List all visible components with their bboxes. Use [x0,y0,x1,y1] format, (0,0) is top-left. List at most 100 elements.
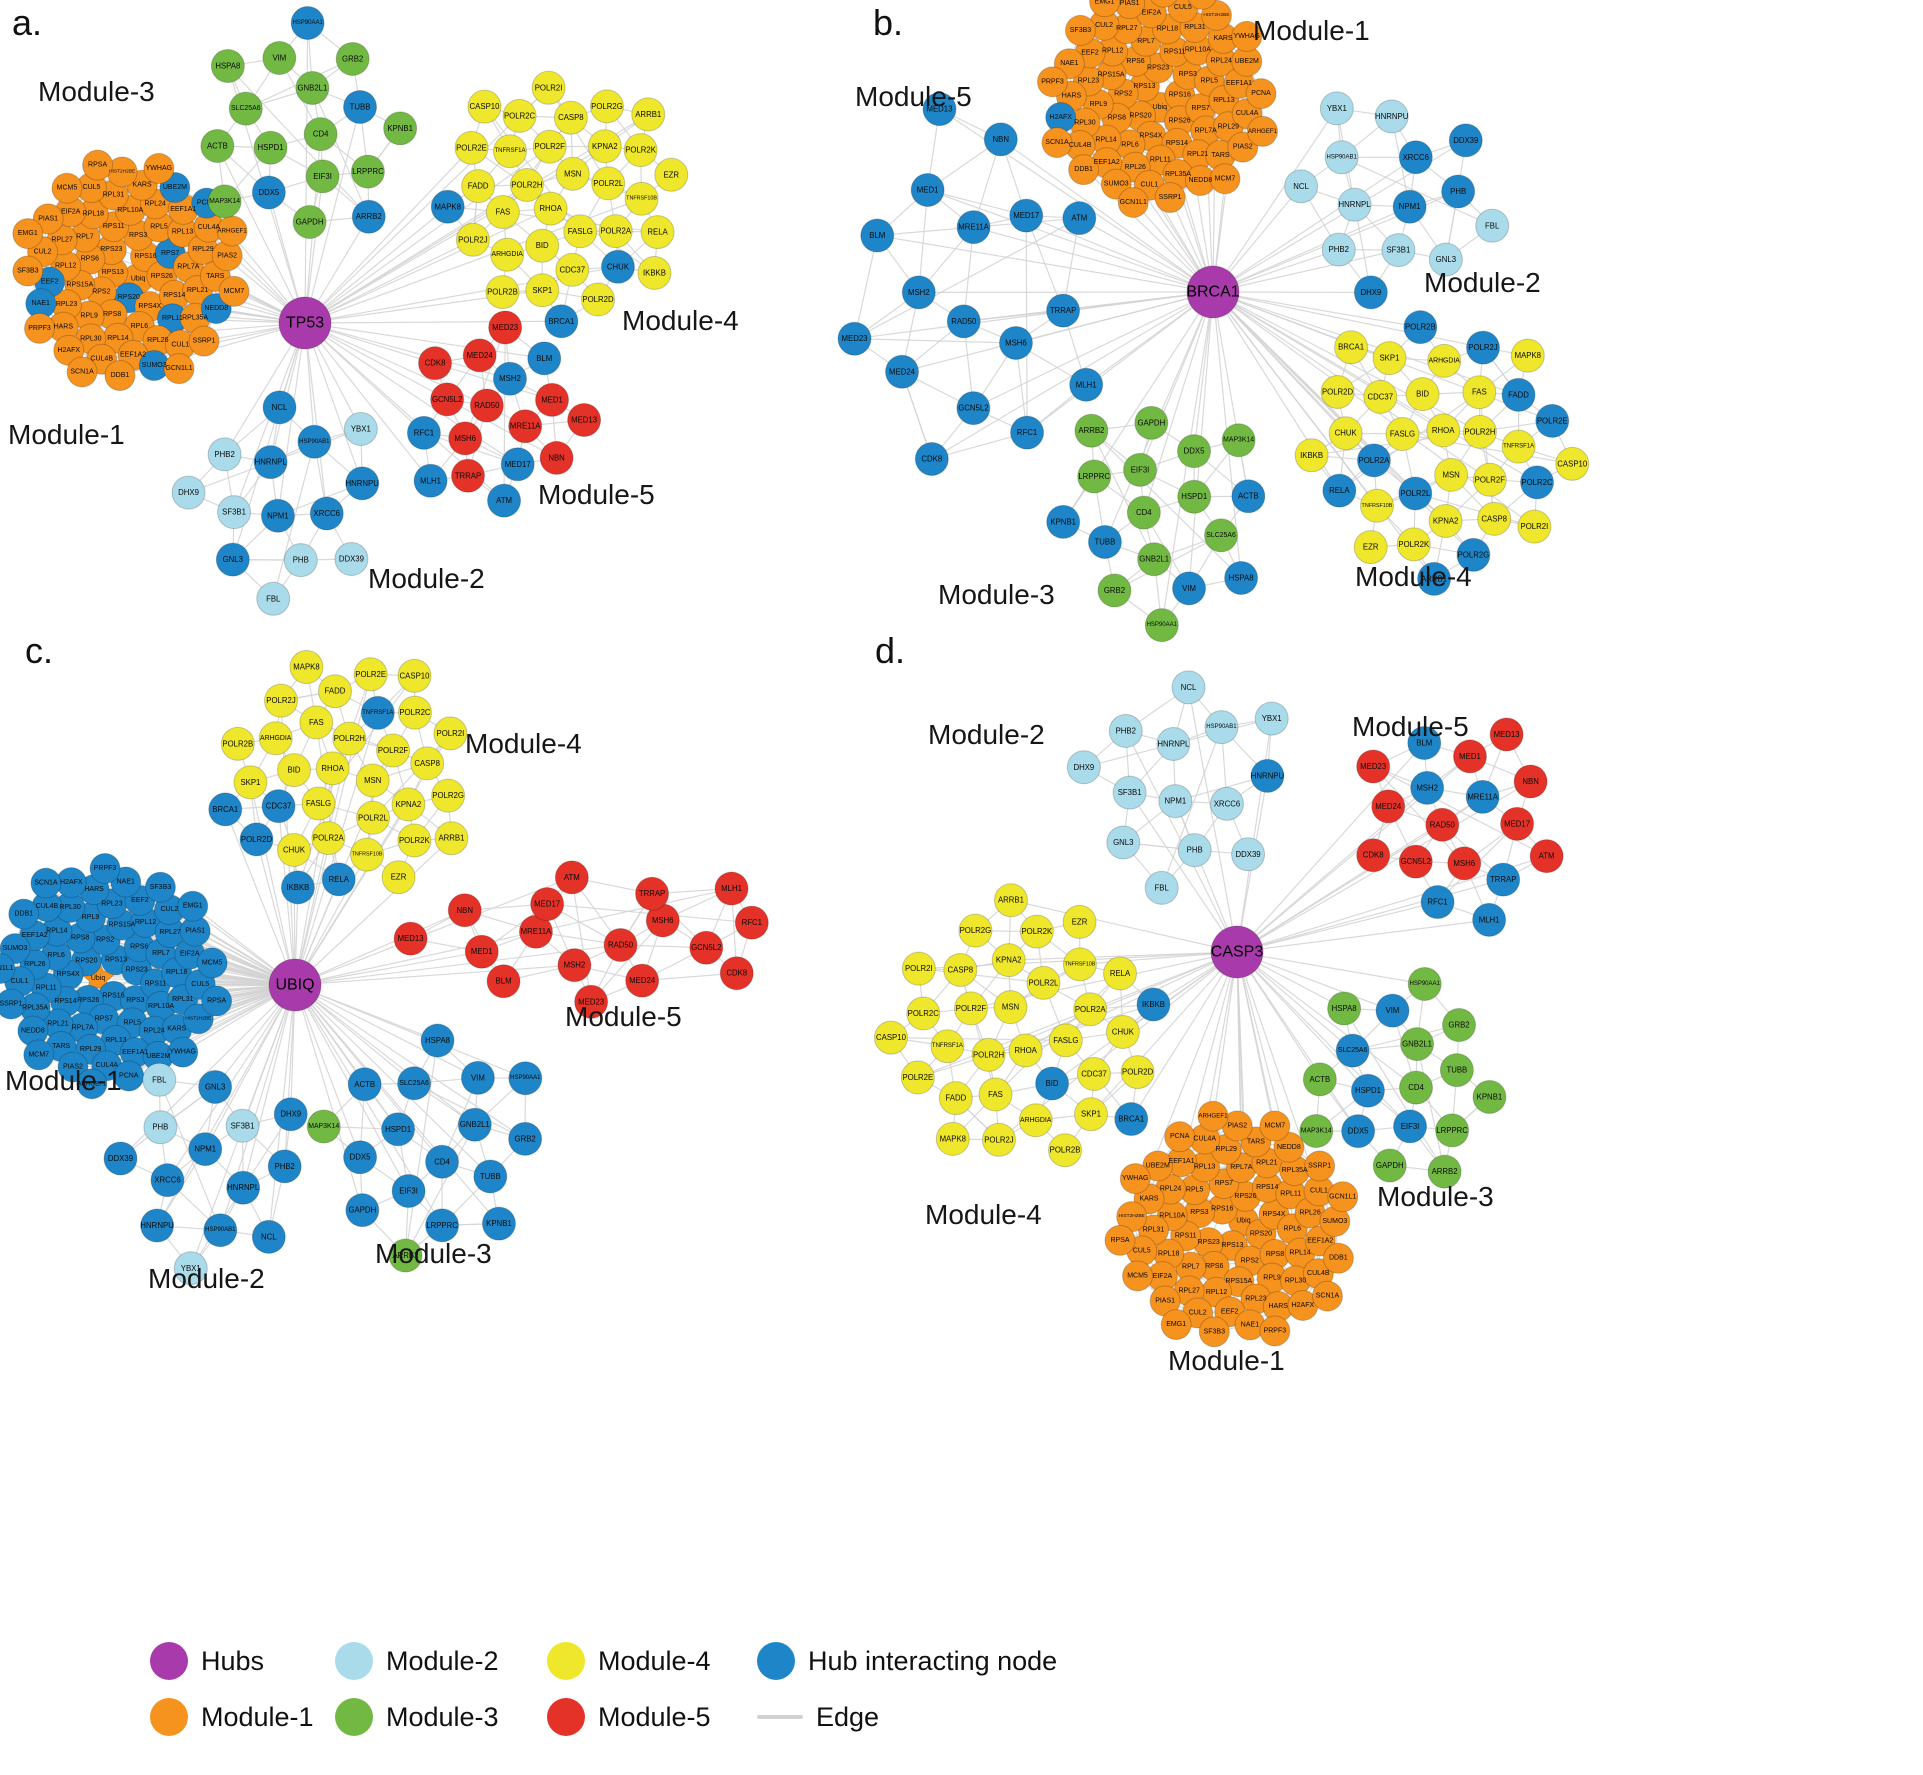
node-label: EEF2 [131,897,149,904]
node-RPSA [201,985,233,1017]
node-label: RPL29 [1218,123,1240,130]
node-label: HSPA8 [1332,1004,1357,1013]
node-label: ARRB2 [356,212,382,221]
node-label: MAP3K14 [209,198,240,205]
node-label: MAP3K14 [308,1123,339,1130]
node-MED23 [488,310,523,345]
module-label-module-2: Module-2 [368,563,485,594]
node-label: KPNA2 [592,142,618,151]
node-label: HARS [1062,93,1082,100]
node-label: RPS11 [145,980,167,987]
node-label: RPL26 [1125,164,1147,171]
node-NPM1 [260,498,295,533]
node-label: POLR2B [487,288,518,297]
node-label: CUL4B [90,356,113,363]
node-label: MAPK8 [293,663,319,672]
node-SF3B1 [1112,775,1147,810]
node-label: KARS [1214,35,1233,42]
node-ARHGDIA [490,237,525,272]
node-label: MRE11A [1467,792,1498,801]
node-label: RPS3 [129,232,147,239]
node-label: SLC25A6 [1338,1047,1368,1054]
node-label: RPS16 [1211,1206,1233,1213]
node-label: HSP90AB1 [1206,724,1237,730]
node-DDX39 [103,1141,138,1176]
node-label: RFC1 [1427,898,1447,907]
node-ARRB1 [434,821,469,856]
node-label: MED23 [492,323,518,332]
node-GCN5L2 [1398,844,1433,879]
legend-label: Module-5 [598,1701,711,1732]
legend-label: Module-3 [386,1701,499,1732]
node-label: DDX5 [258,188,279,197]
node-label: MAPK8 [1515,351,1541,360]
node-label: POLR2K [625,146,657,155]
node-MSN [1434,457,1469,492]
node-DHX9 [171,475,206,510]
node-FASLG [1048,1023,1083,1058]
node-label: EEF1A2 [22,932,48,939]
panel-d-module-2: NPM1 HNRNPL XRCC6 SF3B1 HSP90AB1 PHB PHB2 HNRNP… [1066,670,1289,905]
node-label: NBN [548,453,564,462]
node-label: GRB2 [342,54,363,63]
node-ATM [1062,201,1097,236]
node-label: SUMO3 [142,362,167,369]
node-label: EZR [391,873,407,882]
node-label: PHB2 [1329,245,1349,254]
node-MED17 [1500,806,1535,841]
node-MSH2 [1410,770,1445,805]
node-PHB2 [207,437,242,472]
node-SF3B3 [1198,1316,1230,1348]
node-POLR2H [332,721,367,756]
node-label: RPL31 [103,192,125,199]
node-SSRP1 [1304,1150,1336,1182]
node-label: MRE11A [521,927,552,936]
node-TNFRSF1A [930,1029,965,1064]
node-POLR2A [1073,992,1108,1027]
node-MCM5 [1122,1260,1154,1292]
node-label: RPS20 [1129,112,1151,119]
node-RHOA [533,191,568,226]
node-label: EEF2 [1221,1308,1239,1315]
panel-a-network: Ubiq RPS13 RPS16 RPS20 RPS23 RPS26 RPS2 RPS3 RPS… [8,5,739,616]
node-FBL [1144,870,1179,905]
node-label: CDC37 [560,265,586,274]
hubs-swatch [150,1642,188,1680]
node-label: GNB2L1 [1139,555,1169,564]
node-label: MSH2 [499,374,521,383]
node-label: RPL10A [148,1003,174,1010]
node-SLC25A6 [1335,1033,1370,1068]
node-label: EEF1A2 [1094,159,1120,166]
node-label: RPS16 [1169,92,1191,99]
node-label: XRCC6 [314,509,340,518]
node-MED13 [393,921,428,956]
node-TNFRSF10B [1062,947,1097,982]
node-YWHAG [1231,20,1263,52]
node-label: MED17 [1504,819,1530,828]
node-label: EIF3I [399,1186,418,1195]
module-label-module-4: Module-4 [925,1199,1042,1230]
node-EZR [1353,530,1388,565]
node-label: RPL21 [1187,151,1209,158]
node-NBN [983,122,1018,157]
node-label: GNB2L1 [297,83,327,92]
node-label: MSH2 [908,288,930,297]
node-POLR2D [239,822,274,857]
node-label: RPS7 [1215,1180,1233,1187]
node-label: POLR2L [358,813,389,822]
node-EZR [1062,904,1097,939]
node-IKBKB [637,255,672,290]
node-label: RPL6 [131,323,149,330]
node-label: BLM [536,354,552,363]
node-BLM [860,218,895,253]
node-TNFRSF10B [1359,488,1394,523]
node-GAPDH [292,205,327,240]
node-label: RPL11 [1280,1190,1301,1197]
node-label: RPS15A [108,921,135,928]
node-NEDD8 [1273,1131,1305,1163]
node-SKP1 [233,765,268,800]
node-label: POLR2H [334,734,365,743]
node-label: GNB2L1 [460,1120,490,1129]
panel-label-d: d. [875,630,906,671]
node-BRCA1 [1114,1102,1149,1137]
